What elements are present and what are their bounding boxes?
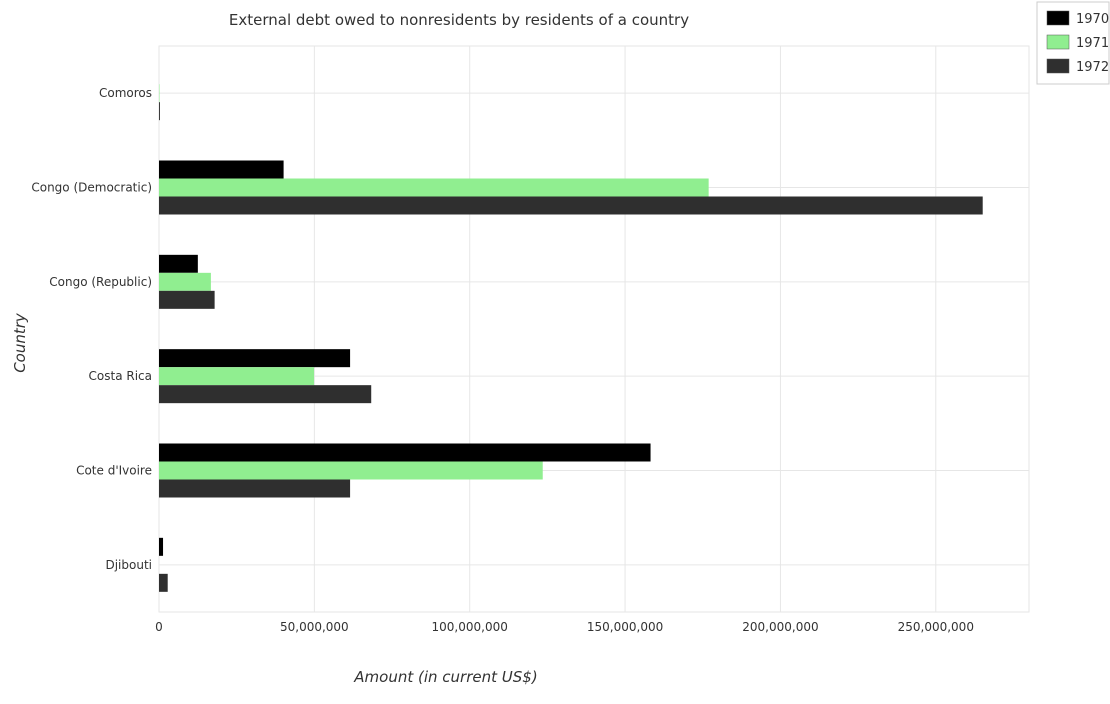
bar-1972-2 [159, 291, 215, 309]
bar-1972-0 [159, 102, 160, 120]
bar-1972-5 [159, 574, 168, 592]
chart-title: External debt owed to nonresidents by re… [229, 11, 689, 29]
bar-1970-5 [159, 538, 163, 556]
bar-1971-2 [159, 273, 211, 291]
bar-1970-1 [159, 161, 284, 179]
grid [159, 46, 1029, 612]
y-tick-label: Comoros [99, 86, 152, 100]
x-tick-label: 200,000,000 [742, 620, 818, 634]
legend: 1970 1971 1972 [1037, 2, 1109, 84]
bars [159, 84, 983, 592]
legend-label: 1970 [1076, 12, 1109, 27]
legend-label: 1971 [1076, 36, 1109, 51]
y-tick-label: Congo (Republic) [49, 275, 152, 289]
legend-swatch [1047, 35, 1069, 49]
y-tick-labels: Comoros Congo (Democratic) Congo (Republic… [31, 86, 152, 572]
x-tick-label: 100,000,000 [432, 620, 508, 634]
y-axis-label: Country [11, 312, 29, 373]
x-tick-label: 0 [155, 620, 163, 634]
y-tick-label: Cote d'Ivoire [76, 464, 152, 478]
y-tick-label: Djibouti [105, 558, 152, 572]
y-tick-label: Congo (Democratic) [31, 181, 152, 195]
bar-1972-3 [159, 385, 371, 403]
bar-1971-4 [159, 462, 543, 480]
bar-1971-3 [159, 367, 314, 385]
x-tick-label: 150,000,000 [587, 620, 663, 634]
plot-frame [159, 46, 1029, 612]
bar-1972-4 [159, 480, 350, 498]
legend-swatch [1047, 59, 1069, 73]
bar-1970-4 [159, 444, 651, 462]
x-tick-label: 250,000,000 [898, 620, 974, 634]
x-axis-label: Amount (in current US$) [353, 668, 537, 686]
bar-1971-1 [159, 179, 709, 197]
x-tick-labels: 0 50,000,000 100,000,000 150,000,000 200,000… [155, 620, 974, 634]
bar-1970-2 [159, 255, 198, 273]
bar-1970-3 [159, 349, 350, 367]
bar-1972-1 [159, 197, 983, 215]
legend-label: 1972 [1076, 60, 1109, 75]
legend-swatch [1047, 11, 1069, 25]
x-tick-label: 50,000,000 [280, 620, 349, 634]
y-tick-label: Costa Rica [89, 369, 152, 383]
